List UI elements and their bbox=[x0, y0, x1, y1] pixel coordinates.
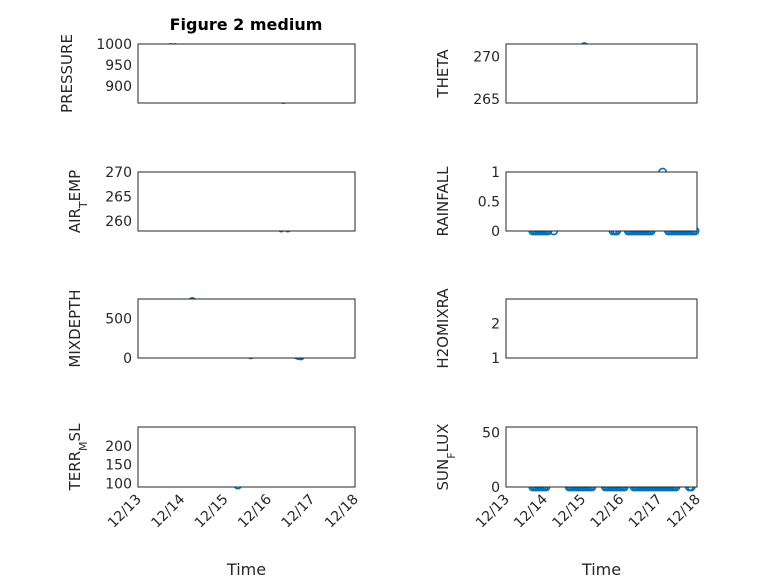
h2omixra-y-axis-label: H2OMIXRA bbox=[434, 288, 452, 369]
mixdepth-y-tick-label: 0 bbox=[123, 351, 132, 367]
terr_msl-y-tick-label: 150 bbox=[105, 458, 132, 474]
terr_msl-y-tick-label: 100 bbox=[105, 476, 132, 492]
rainfall-y-axis-label: RAINFALL bbox=[434, 166, 452, 237]
theta-y-tick-label: 265 bbox=[473, 92, 500, 108]
pressure-y-tick-label: 900 bbox=[105, 79, 132, 95]
sun_flux-axes-box bbox=[505, 426, 698, 488]
air_temp-y-tick-label: 265 bbox=[105, 190, 132, 206]
pressure-y-axis-label: PRESSURE bbox=[58, 34, 76, 113]
sun_flux-x-tick-label: 12/14 bbox=[511, 491, 551, 531]
air_temp-y-tick-label: 270 bbox=[105, 165, 132, 181]
chart-pressure: 900 950 1000 PRESSURE bbox=[58, 34, 356, 113]
terr_msl-y-axis-label: TERRMSL bbox=[66, 423, 90, 492]
chart-rainfall: 0 0.5 1 RAINFALL bbox=[434, 165, 700, 240]
terr_msl-x-tick-label: 12/18 bbox=[322, 492, 362, 532]
rainfall-axes-box bbox=[505, 171, 698, 232]
figure-title: Figure 2 medium bbox=[170, 15, 323, 34]
sun_flux-x-tick-label: 12/18 bbox=[664, 492, 704, 532]
chart-air_temp: 260 265 270 AIRTEMP bbox=[66, 165, 356, 233]
terr_msl-x-tick-label: 12/15 bbox=[192, 492, 232, 532]
chart-terr_msl: 100 150 200 12/13 12/14 12/15 12/16 12/17 12/18 T… bbox=[66, 423, 362, 579]
sun_flux-x-tick-label: 12/13 bbox=[473, 492, 513, 532]
sun_flux-x-tick-label: 12/15 bbox=[549, 492, 589, 532]
theta-y-axis-label: THETA bbox=[434, 49, 452, 99]
chart-theta: 265 270 THETA bbox=[434, 42, 698, 108]
theta-axes-box bbox=[505, 43, 698, 104]
terr_msl-x-tick-label: 12/16 bbox=[235, 491, 275, 531]
h2omixra-y-tick-label: 2 bbox=[491, 316, 500, 332]
sun_flux-x-tick-label: 12/16 bbox=[588, 491, 628, 531]
pressure-axes-box bbox=[137, 43, 356, 104]
rainfall-y-tick-label: 0 bbox=[491, 224, 500, 240]
chart-mixdepth: 0 500 MIXDEPTH bbox=[66, 289, 356, 368]
terr_msl-x-axis-label: Time bbox=[226, 560, 266, 579]
mixdepth-y-tick-label: 500 bbox=[105, 312, 132, 328]
sun_flux-y-axis-label: SUNFLUX bbox=[434, 424, 458, 491]
h2omixra-y-tick-label: 1 bbox=[491, 351, 500, 367]
terr_msl-x-tick-label: 12/14 bbox=[148, 491, 188, 531]
mixdepth-axes-box bbox=[137, 298, 356, 359]
air_temp-y-tick-label: 260 bbox=[105, 214, 132, 230]
rainfall-y-tick-label: 0.5 bbox=[478, 195, 500, 211]
sun_flux-x-tick-label: 12/17 bbox=[626, 492, 666, 532]
air_temp-y-axis-label: AIRTEMP bbox=[66, 170, 90, 233]
pressure-y-tick-label: 950 bbox=[105, 58, 132, 74]
h2omixra-axes-box bbox=[505, 298, 698, 359]
chart-h2omixra: 1 2 H2OMIXRA bbox=[434, 288, 698, 369]
air_temp-axes-box bbox=[137, 171, 356, 232]
terr_msl-y-tick-label: 200 bbox=[105, 439, 132, 455]
sun_flux-y-tick-label: 50 bbox=[482, 425, 500, 441]
sun_flux-x-axis-label: Time bbox=[581, 560, 621, 579]
terr_msl-axes-box bbox=[137, 426, 356, 488]
terr_msl-x-tick-label: 12/17 bbox=[279, 492, 319, 532]
terr_msl-x-tick-label: 12/13 bbox=[105, 492, 145, 532]
mixdepth-y-axis-label: MIXDEPTH bbox=[66, 289, 84, 367]
sun_flux-y-tick-label: 0 bbox=[491, 480, 500, 496]
theta-y-tick-label: 270 bbox=[473, 50, 500, 66]
rainfall-y-tick-label: 1 bbox=[491, 165, 500, 181]
pressure-y-tick-label: 1000 bbox=[96, 37, 132, 53]
